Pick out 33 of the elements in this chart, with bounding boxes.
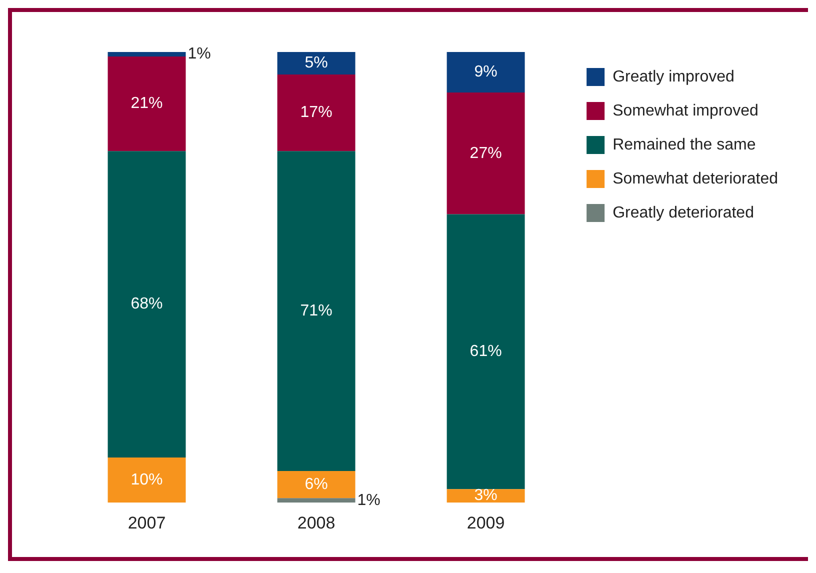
data-label: 3%: [474, 487, 498, 504]
bar: [446, 92, 525, 214]
data-label: 6%: [304, 476, 328, 493]
data-label: 10%: [130, 471, 163, 488]
x-tick-label: 2008: [297, 513, 336, 532]
legend-label: Greatly deteriorated: [612, 204, 754, 222]
bar: [108, 458, 186, 503]
bar: [277, 52, 356, 75]
bar: [108, 52, 186, 57]
legend-label: Greatly improved: [612, 68, 734, 86]
legend-label: Remained the same: [612, 136, 756, 154]
legend-label: Somewhat deteriorated: [612, 170, 778, 188]
legend-label: Somewhat improved: [612, 102, 758, 120]
bar: [108, 56, 186, 152]
data-label: 17%: [300, 104, 332, 122]
data-label: 5%: [304, 54, 328, 72]
data-label: 27%: [470, 144, 502, 162]
bar: [277, 498, 356, 503]
data-label: 61%: [470, 343, 502, 360]
bar: [108, 151, 186, 458]
data-label: 71%: [300, 302, 332, 320]
bar: [277, 74, 356, 152]
data-label: 1%: [357, 492, 380, 509]
bar: [277, 471, 356, 498]
bar: [446, 52, 525, 93]
data-label: 68%: [130, 296, 163, 313]
data-label: 1%: [188, 46, 211, 63]
data-label: 9%: [474, 64, 498, 81]
bar: [446, 214, 525, 490]
x-tick-label: 2009: [466, 513, 505, 532]
data-label: 21%: [130, 95, 163, 112]
bar: [277, 151, 356, 472]
x-tick-label: 2007: [128, 513, 166, 532]
